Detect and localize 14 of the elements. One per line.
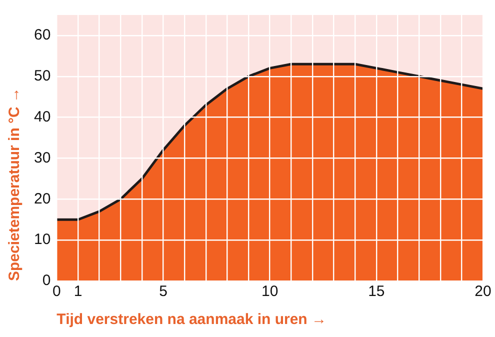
y-tick-label: 20 xyxy=(34,190,51,208)
x-tick-label: 10 xyxy=(262,283,278,300)
x-tick-label: 5 xyxy=(159,283,168,300)
y-tick-label: 60 xyxy=(34,26,51,44)
y-axis-title: Specietemperatuur in °C → xyxy=(6,87,24,281)
y-tick-label: 30 xyxy=(34,149,51,166)
x-tick-label: 15 xyxy=(368,283,385,300)
y-tick-label: 40 xyxy=(34,108,51,126)
y-tick-label: 10 xyxy=(34,231,51,248)
x-tick-label: 1 xyxy=(74,283,82,300)
x-axis-title: Tijd verstreken na aanmaak in uren → xyxy=(56,311,327,328)
y-tick-label: 50 xyxy=(34,68,51,85)
x-tick-label: 20 xyxy=(474,283,492,300)
y-tick-label: 0 xyxy=(42,272,51,290)
